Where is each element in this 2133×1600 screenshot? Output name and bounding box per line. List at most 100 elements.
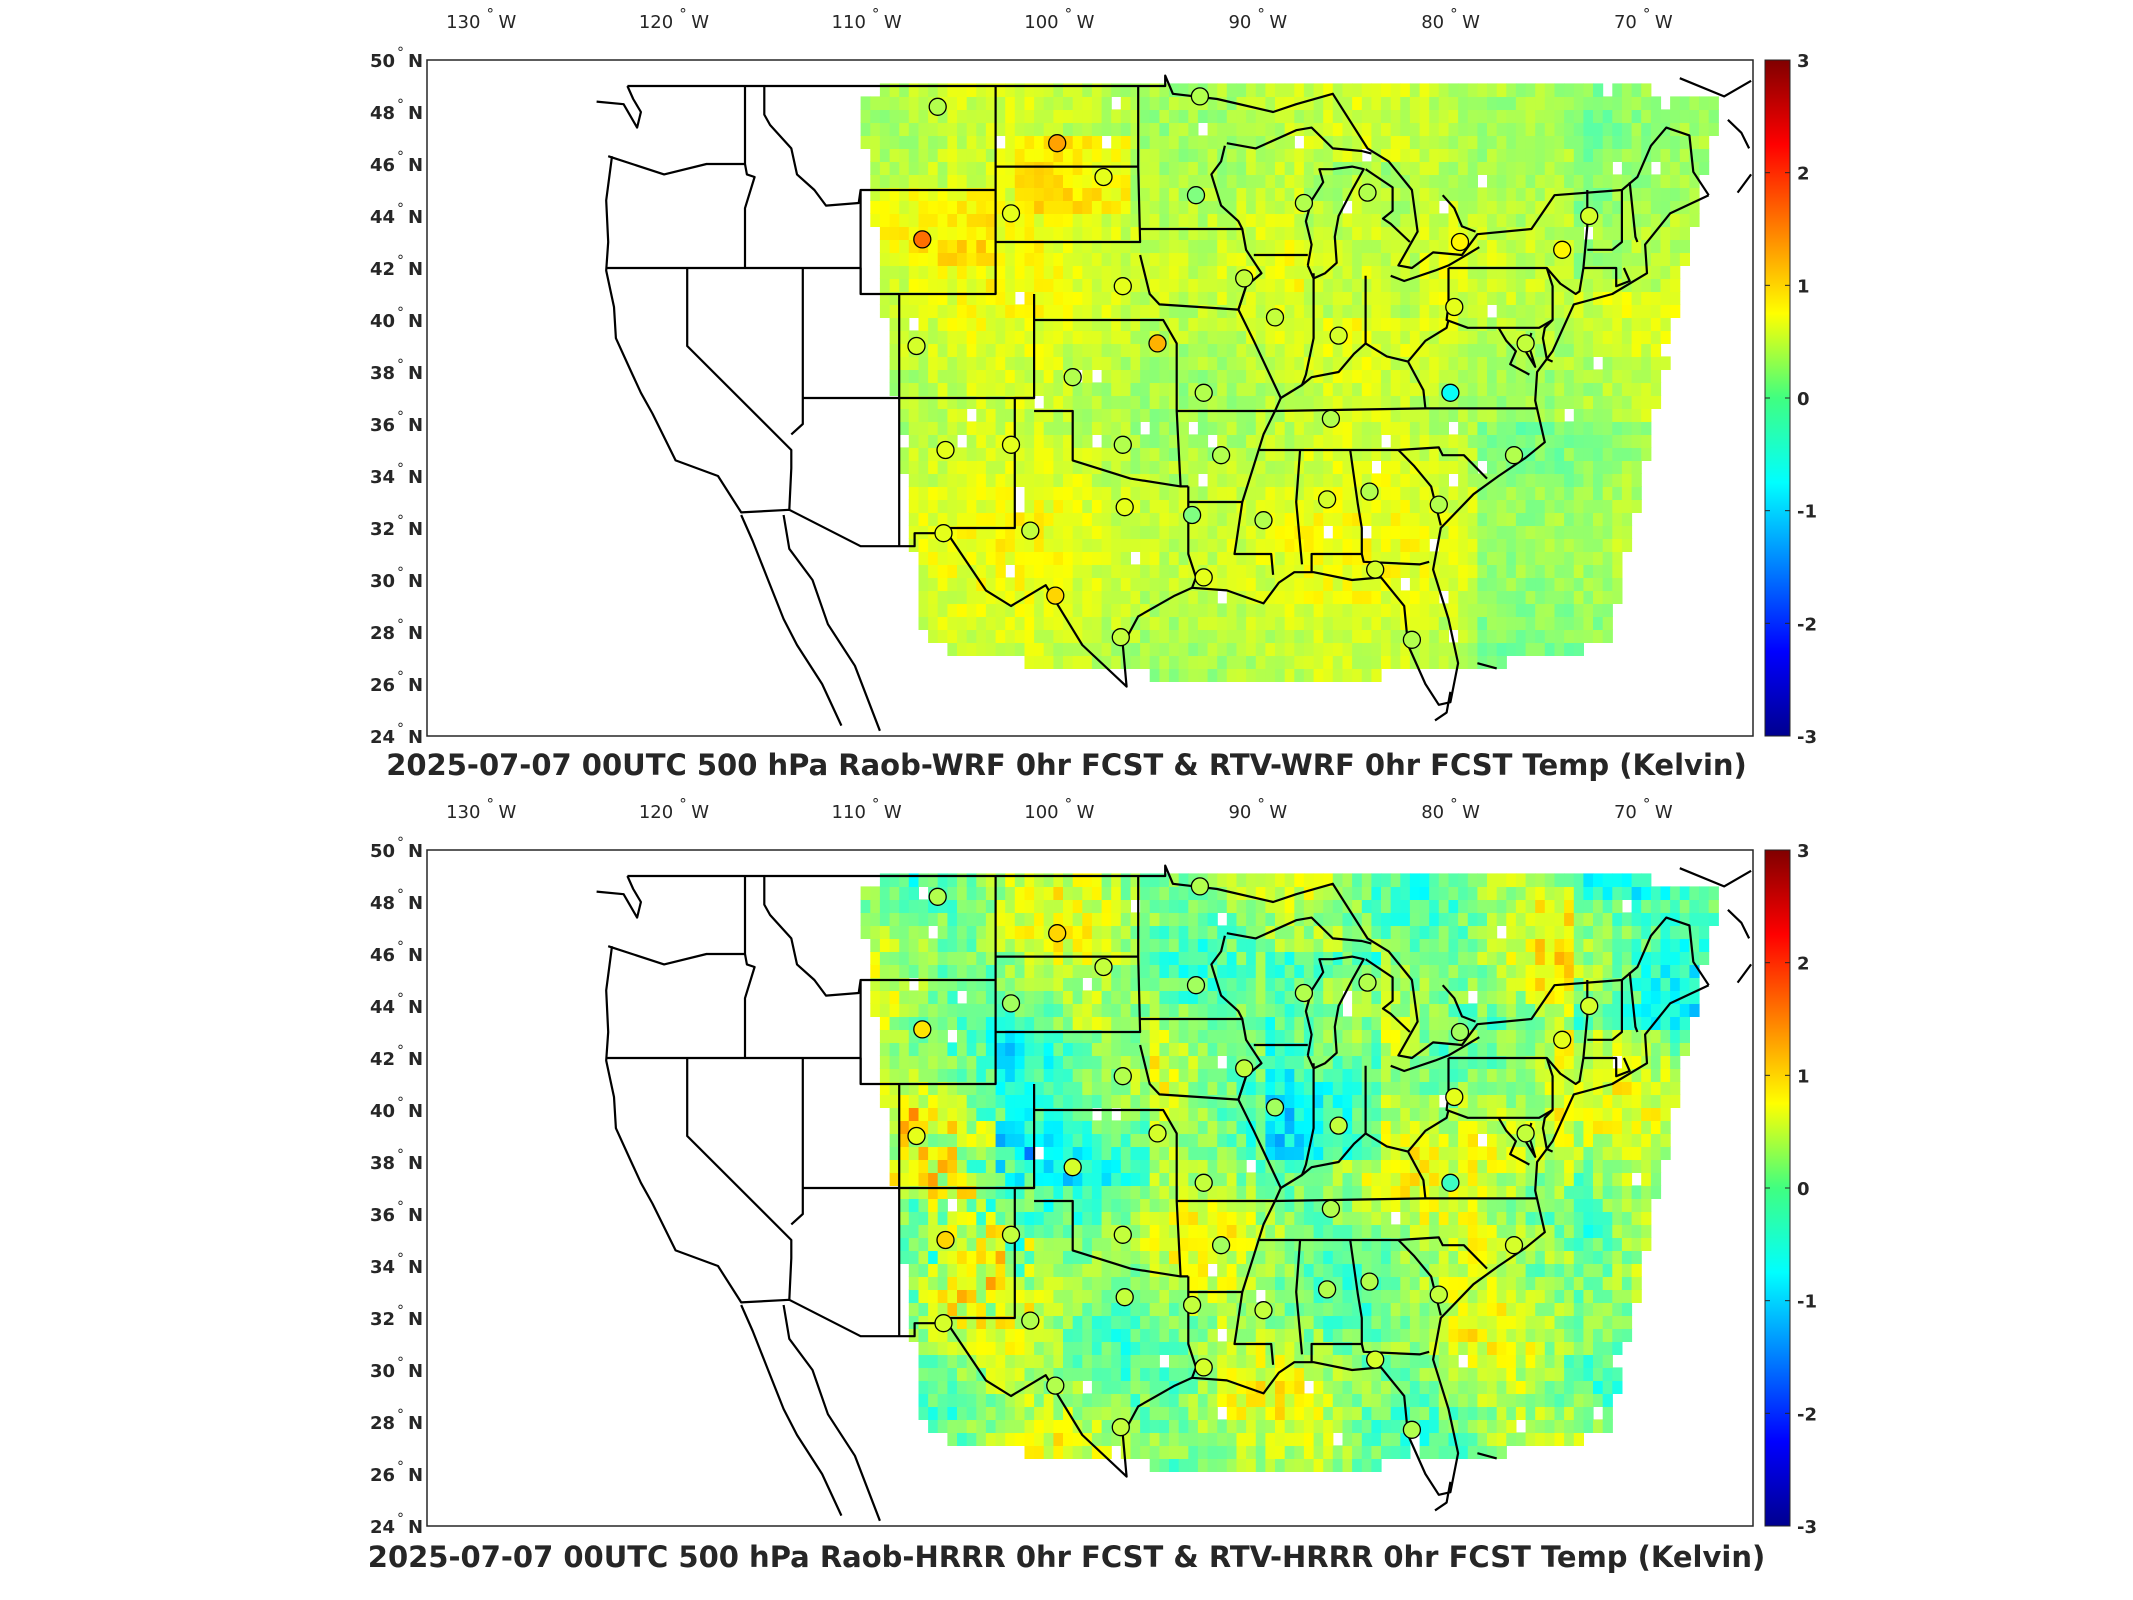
field-cell bbox=[1342, 1393, 1353, 1407]
field-cell bbox=[1467, 1250, 1478, 1264]
field-cell bbox=[1053, 473, 1064, 487]
field-cell bbox=[1178, 187, 1189, 201]
field-cell bbox=[1043, 122, 1054, 136]
field-cell bbox=[1169, 109, 1180, 123]
field-cell bbox=[995, 304, 1006, 318]
field-cell bbox=[1506, 174, 1517, 188]
field-cell bbox=[1178, 1250, 1189, 1264]
field-cell bbox=[1496, 83, 1507, 97]
field-cell bbox=[1024, 434, 1035, 448]
field-cell bbox=[1573, 1328, 1584, 1342]
field-cell bbox=[1197, 655, 1209, 669]
field-cell bbox=[1352, 213, 1363, 227]
field-cell bbox=[937, 1393, 948, 1407]
field-cell bbox=[1487, 1341, 1498, 1355]
field-cell bbox=[1429, 512, 1440, 526]
lat-tick-number: 40 bbox=[370, 311, 395, 332]
field-cell bbox=[1419, 538, 1430, 552]
field-cell bbox=[1265, 265, 1276, 279]
field-cell bbox=[1246, 1367, 1257, 1381]
field-cell bbox=[1390, 1432, 1401, 1446]
field-cell bbox=[1063, 122, 1074, 136]
field-cell bbox=[1034, 434, 1045, 448]
field-cell bbox=[1564, 538, 1575, 552]
field-cell bbox=[1284, 421, 1295, 435]
field-cell bbox=[1515, 317, 1527, 331]
field-cell bbox=[1650, 356, 1662, 370]
field-cell bbox=[966, 96, 977, 110]
field-cell bbox=[899, 200, 910, 214]
field-cell bbox=[1438, 239, 1449, 253]
field-cell bbox=[1506, 369, 1517, 383]
field-cell bbox=[1496, 122, 1507, 136]
field-cell bbox=[1294, 304, 1305, 318]
field-cell bbox=[995, 1289, 1006, 1303]
field-cell bbox=[1014, 1263, 1025, 1277]
field-cell bbox=[1583, 1250, 1594, 1264]
field-cell bbox=[976, 200, 987, 214]
field-cell bbox=[1650, 330, 1662, 344]
field-cell bbox=[1217, 577, 1228, 591]
field-cell bbox=[908, 369, 919, 383]
lat-tick: 50 ° N bbox=[370, 45, 423, 72]
raob-station-marker bbox=[1111, 628, 1130, 647]
field-cell bbox=[1612, 408, 1623, 422]
colorbar-tick-label: -1 bbox=[1797, 502, 1817, 523]
field-cell bbox=[1621, 83, 1633, 97]
field-cell bbox=[1072, 512, 1083, 526]
field-cell bbox=[1602, 486, 1613, 500]
field-cell bbox=[1120, 1315, 1131, 1329]
field-cell bbox=[1438, 161, 1449, 175]
field-cell bbox=[1323, 603, 1334, 617]
field-cell bbox=[976, 1302, 987, 1316]
field-cell bbox=[1275, 460, 1286, 474]
field-cell bbox=[1303, 447, 1315, 461]
field-cell bbox=[1448, 499, 1459, 513]
lat-tick-number: 44 bbox=[370, 207, 395, 228]
field-cell bbox=[1506, 1419, 1517, 1433]
field-cell bbox=[1631, 356, 1642, 370]
field-cell bbox=[1564, 174, 1575, 188]
field-cell bbox=[1573, 551, 1584, 565]
field-cell bbox=[1169, 83, 1180, 97]
field-cell bbox=[918, 577, 929, 591]
field-cell bbox=[1207, 1354, 1218, 1368]
field-cell bbox=[1438, 135, 1449, 149]
field-cell bbox=[1554, 382, 1565, 396]
field-cell bbox=[1082, 1263, 1093, 1277]
field-cell bbox=[985, 239, 997, 253]
field-cell bbox=[947, 460, 958, 474]
field-cell bbox=[1400, 564, 1411, 578]
field-cell bbox=[1429, 343, 1440, 357]
field-cell bbox=[1429, 1445, 1440, 1459]
field-cell bbox=[1554, 408, 1565, 422]
field-cell bbox=[1159, 408, 1170, 422]
field-cell bbox=[1207, 356, 1218, 370]
field-cell bbox=[1409, 96, 1421, 110]
field-cell bbox=[1043, 200, 1054, 214]
field-cell bbox=[1130, 1328, 1141, 1342]
field-cell bbox=[1573, 629, 1584, 643]
field-cell bbox=[1005, 1302, 1016, 1316]
field-cell bbox=[1352, 330, 1363, 344]
field-cell bbox=[957, 642, 968, 656]
field-cell bbox=[1390, 655, 1401, 669]
field-cell bbox=[1005, 1406, 1016, 1420]
field-cell bbox=[1149, 473, 1160, 487]
field-cell bbox=[1217, 486, 1228, 500]
field-cell bbox=[947, 434, 958, 448]
field-cell bbox=[1111, 109, 1122, 123]
field-cell bbox=[1361, 356, 1372, 370]
field-cell bbox=[1631, 434, 1642, 448]
field-cell bbox=[1496, 1315, 1507, 1329]
field-cell bbox=[1024, 1250, 1035, 1264]
field-cell bbox=[1381, 1302, 1392, 1316]
field-cell bbox=[1352, 278, 1363, 292]
field-cell bbox=[1477, 1367, 1488, 1381]
field-cell bbox=[1188, 317, 1199, 331]
raob-station-marker bbox=[1317, 490, 1337, 509]
field-cell bbox=[1458, 1419, 1469, 1433]
field-cell bbox=[1525, 1250, 1536, 1264]
field-cell bbox=[1660, 226, 1671, 240]
field-cell bbox=[1332, 252, 1343, 266]
